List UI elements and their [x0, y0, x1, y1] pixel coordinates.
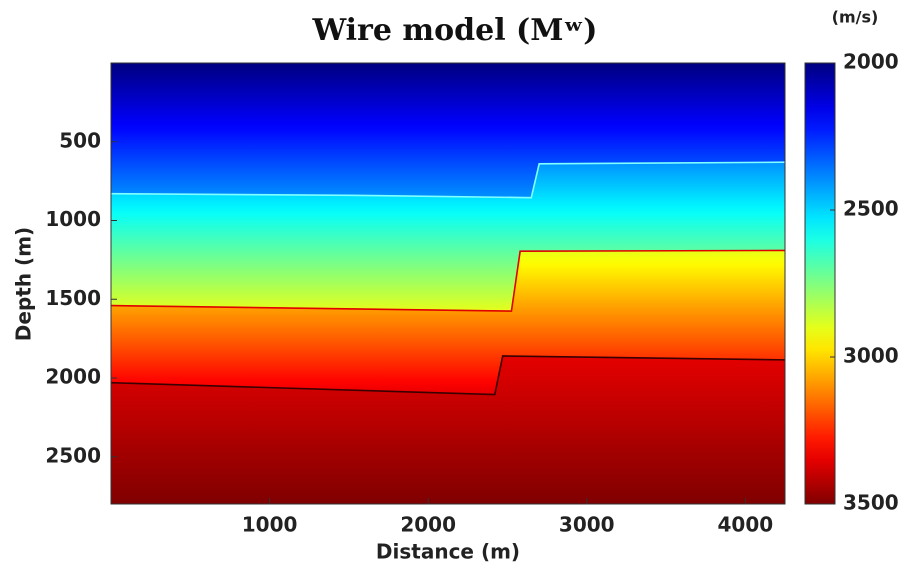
y-tick-label: 500: [59, 128, 101, 152]
plot-frame: [110, 62, 786, 505]
wire-interface: [110, 249, 786, 312]
wire-interface: [110, 161, 786, 199]
colorbar-tick-label: 3500: [843, 491, 899, 515]
colorbar-tick-label: 2000: [843, 50, 899, 74]
chart-title: Wire model (Mʷ): [312, 13, 598, 48]
y-tick-label: 2500: [45, 443, 101, 467]
colorbar-tick-label: 2500: [843, 197, 899, 221]
x-axis-label: Distance (m): [376, 540, 520, 564]
colorbar: [804, 62, 836, 505]
colorbar-label: (m/s): [832, 8, 879, 27]
colorbar-tick-label: 3000: [843, 344, 899, 368]
x-tick-label: 1000: [242, 513, 298, 537]
x-tick-label: 3000: [559, 513, 615, 537]
wire-interface: [110, 355, 786, 396]
y-tick-label: 1500: [45, 286, 101, 310]
x-tick-label: 2000: [400, 513, 456, 537]
x-tick-label: 4000: [718, 513, 774, 537]
y-tick-label: 1000: [45, 207, 101, 231]
y-axis-label: Depth (m): [12, 227, 36, 341]
y-tick-label: 2000: [45, 365, 101, 389]
